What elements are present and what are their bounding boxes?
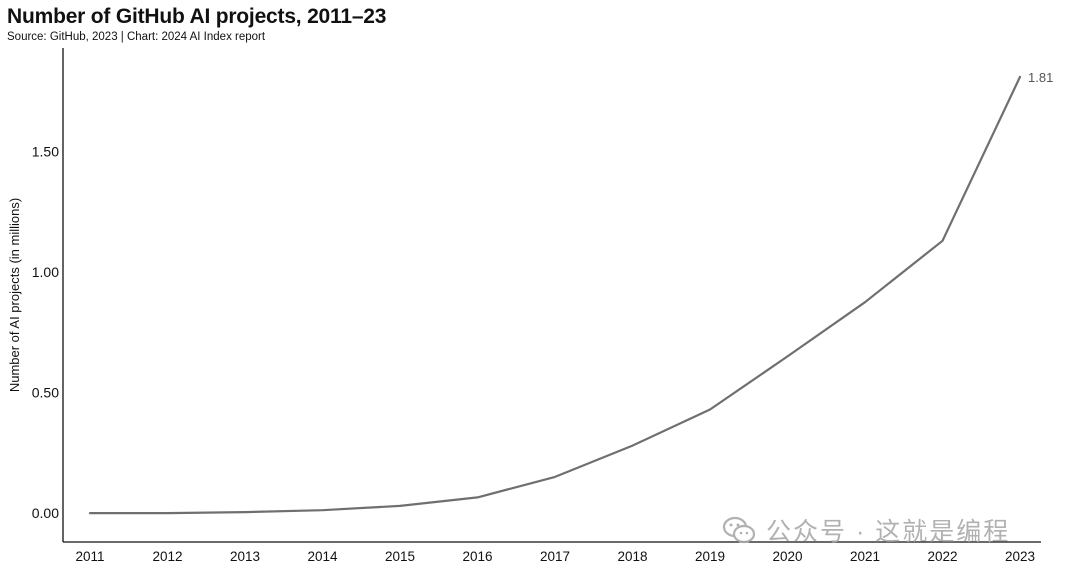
x-tick-label: 2015: [385, 549, 415, 564]
x-tick-label: 2023: [1005, 549, 1035, 564]
y-axis-label: Number of AI projects (in millions): [7, 198, 22, 392]
y-tick-label: 1.50: [32, 144, 59, 160]
wechat-icon: [722, 515, 756, 545]
series-group: 1.81: [88, 70, 1053, 515]
x-tick-label: 2012: [152, 549, 182, 564]
x-tick-label: 2019: [695, 549, 725, 564]
x-tick-label: 2013: [230, 549, 260, 564]
y-tick-label: 0.50: [32, 385, 59, 401]
x-tick-label: 2022: [927, 549, 957, 564]
chart-subtitle: Source: GitHub, 2023 | Chart: 2024 AI In…: [7, 31, 266, 43]
series-line: [88, 75, 1022, 515]
x-axis-ticks: 2011 2012 2013 2014 2015 2016 2017 2018 2019 2020…: [75, 549, 1035, 564]
x-tick-label: 2011: [75, 549, 104, 564]
x-tick-label: 2020: [772, 549, 802, 564]
chart-axes: [62, 48, 1041, 543]
y-tick-label: 1.00: [32, 264, 59, 280]
x-tick-label: 2014: [307, 549, 338, 564]
chart-title: Number of GitHub AI projects, 2011–23: [7, 5, 387, 28]
x-tick-label: 2021: [850, 549, 880, 564]
y-axis-ticks: 0.00 0.50 1.00 1.50: [32, 144, 59, 521]
y-tick-label: 0.00: [32, 505, 59, 521]
watermark-text: 公众号 · 这就是编程: [766, 518, 1011, 546]
x-tick-label: 2018: [617, 549, 647, 564]
end-data-label: 1.81: [1028, 70, 1053, 85]
watermark: 公众号 · 这就是编程: [722, 512, 1010, 548]
x-tick-label: 2017: [540, 549, 570, 564]
x-tick-label: 2016: [462, 549, 492, 564]
